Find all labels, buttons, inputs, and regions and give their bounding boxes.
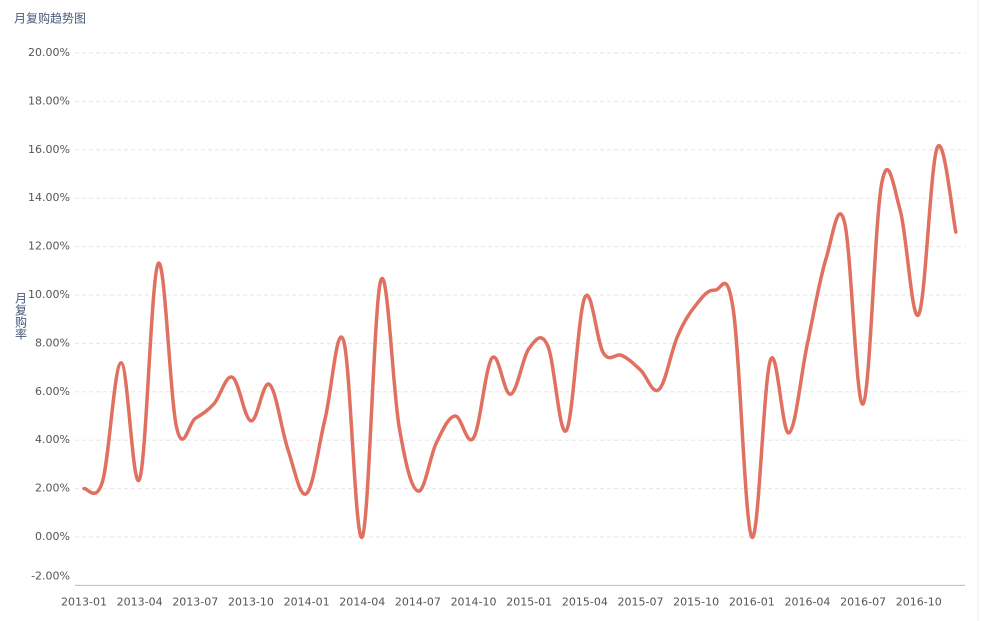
x-tick-label: 2015-04 <box>562 595 608 608</box>
x-tick-label: 2014-10 <box>451 595 497 608</box>
chart-title: 月复购趋势图 <box>14 11 86 26</box>
y-tick-label: 18.00% <box>28 94 70 107</box>
y-tick-label: 14.00% <box>28 191 70 204</box>
y-tick-label: 12.00% <box>28 240 70 253</box>
y-tick-label: 6.00% <box>35 385 70 398</box>
y-tick-label: 0.00% <box>35 530 70 543</box>
y-tick-label: 20.00% <box>28 46 70 59</box>
x-tick-label: 2014-07 <box>395 595 441 608</box>
x-tick-label: 2013-04 <box>117 595 163 608</box>
x-tick-label: 2016-01 <box>729 595 775 608</box>
x-tick-label: 2016-10 <box>896 595 942 608</box>
x-tick-label: 2013-01 <box>61 595 107 608</box>
x-tick-label: 2014-01 <box>284 595 330 608</box>
x-tick-label: 2016-07 <box>840 595 886 608</box>
y-tick-label: -2.00% <box>31 569 70 582</box>
x-tick-label: 2016-04 <box>784 595 830 608</box>
y-tick-label: 10.00% <box>28 288 70 301</box>
x-tick-label: 2013-07 <box>172 595 218 608</box>
line-series <box>82 143 958 539</box>
x-tick-label: 2014-04 <box>339 595 385 608</box>
y-tick-label: 4.00% <box>35 433 70 446</box>
x-tick-label: 2013-10 <box>228 595 274 608</box>
y-tick-label: 8.00% <box>35 336 70 349</box>
y-axis-title: 月复购率 <box>14 292 28 340</box>
y-tick-label: 2.00% <box>35 482 70 495</box>
x-tick-label: 2015-10 <box>673 595 719 608</box>
x-tick-label: 2015-07 <box>618 595 664 608</box>
x-tick-label: 2015-01 <box>506 595 552 608</box>
y-tick-label: 16.00% <box>28 143 70 156</box>
